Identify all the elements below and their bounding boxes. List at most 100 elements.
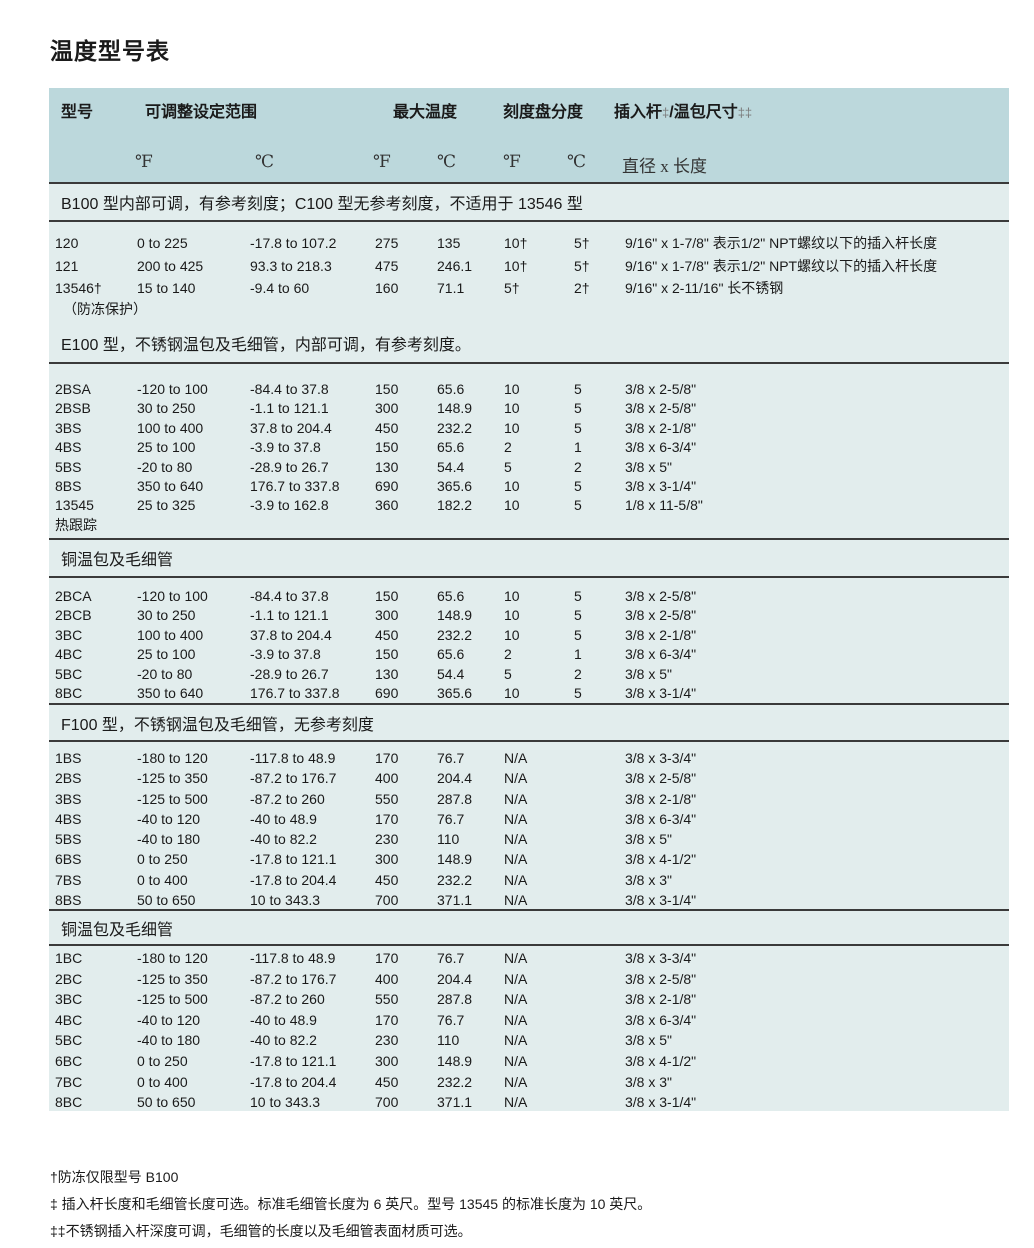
cell-model: 7BC xyxy=(55,1073,83,1090)
cell-range-c: -17.8 to 107.2 xyxy=(250,235,337,251)
cell-model: 4BC xyxy=(55,1011,83,1028)
cell-range-f: -125 to 500 xyxy=(137,991,208,1008)
cell-size: 9/16" x 1-7/8" 表示1/2" NPT螺纹以下的插入杆长度 xyxy=(625,235,938,251)
section-heading: E100 型，不锈钢温包及毛细管，内部可调，有参考刻度。 xyxy=(49,324,1009,364)
cell-max-f: 360 xyxy=(375,497,399,514)
cell-max-c: 232.2 xyxy=(437,419,473,436)
cell-model: 1BC xyxy=(55,950,83,966)
cell-range-c: -17.8 to 204.4 xyxy=(250,1073,337,1090)
cell-model: 5BS xyxy=(55,458,82,475)
header-size: 插入杆‡/温包尺寸‡‡ xyxy=(614,98,752,122)
cell-range-c: -117.8 to 48.9 xyxy=(250,950,336,966)
cell-dial-c: 5 xyxy=(574,497,582,514)
table-row: 1BS -180 to 120 -117.8 to 48.9 170 76.7 N/A 3/… xyxy=(49,748,1009,768)
cell-max-c: 65.6 xyxy=(437,588,465,604)
cell-range-c: -40 to 82.2 xyxy=(250,831,317,848)
cell-max-f: 230 xyxy=(375,1032,399,1049)
table-row: 2BSA -120 to 100 -84.4 to 37.8 150 65.6 10 5 3/… xyxy=(49,380,1009,399)
unit-range-f: ℉ xyxy=(135,152,153,171)
cell-max-c: 76.7 xyxy=(437,810,465,827)
cell-dial-c: 5 xyxy=(574,419,582,436)
cell-range-f: 0 to 250 xyxy=(137,851,188,868)
cell-max-c: 65.6 xyxy=(437,439,465,456)
cell-size: 3/8 x 4-1/2" xyxy=(625,1052,697,1069)
cell-dial-f: N/A xyxy=(504,1052,528,1069)
page-title: 温度型号表 xyxy=(50,38,170,64)
cell-range-f: 350 to 640 xyxy=(137,684,204,701)
cell-max-c: 148.9 xyxy=(437,400,473,417)
cell-dial-c: 2† xyxy=(574,280,590,296)
cell-range-c: -1.1 to 121.1 xyxy=(250,607,329,624)
cell-max-f: 690 xyxy=(375,477,399,494)
cell-range-c: -87.2 to 260 xyxy=(250,790,325,807)
cell-max-c: 76.7 xyxy=(437,1011,465,1028)
cell-max-c: 246.1 xyxy=(437,257,473,274)
cell-max-f: 230 xyxy=(375,831,399,848)
cell-range-c: -87.2 to 176.7 xyxy=(250,770,337,787)
cell-dial-f: N/A xyxy=(504,810,528,827)
cell-model: 2BCA xyxy=(55,588,92,604)
cell-size: 3/8 x 3-1/4" xyxy=(625,684,697,701)
header-size-rest: /温包尺寸 xyxy=(669,104,738,121)
cell-max-c: 110 xyxy=(437,1032,460,1049)
cell-max-f: 300 xyxy=(375,400,399,417)
cell-size: 1/8 x 11-5/8" xyxy=(625,497,703,514)
cell-dial-f: 2 xyxy=(504,439,512,456)
cell-range-f: -40 to 180 xyxy=(137,831,201,848)
table-row: 3BC 100 to 400 37.8 to 204.4 450 232.2 10 5 3/8… xyxy=(49,626,1009,645)
table-row: 13545 25 to 325 -3.9 to 162.8 360 182.2 10 5 1/… xyxy=(49,496,1009,515)
cell-dial-f: N/A xyxy=(504,790,528,807)
cell-size: 3/8 x 2-1/8" xyxy=(625,626,697,643)
cell-range-c: -17.8 to 121.1 xyxy=(250,1052,337,1069)
cell-dial-f: 10 xyxy=(504,419,520,436)
cell-range-f: 50 to 650 xyxy=(137,1094,196,1111)
cell-model: 8BC xyxy=(55,684,83,701)
cell-dial-c: 5 xyxy=(574,477,582,494)
cell-max-c: 71.1 xyxy=(437,280,465,296)
cell-size: 3/8 x 5" xyxy=(625,1032,672,1049)
cell-dial-f: 10 xyxy=(504,588,520,604)
table-row: 8BC 350 to 640 176.7 to 337.8 690 365.6 10 5 3/… xyxy=(49,684,1009,703)
cell-range-c: -9.4 to 60 xyxy=(250,280,310,296)
cell-size: 3/8 x 3" xyxy=(625,1073,672,1090)
cell-max-c: 76.7 xyxy=(437,750,465,766)
cell-range-f: 0 to 400 xyxy=(137,871,188,888)
cell-dial-f: 10 xyxy=(504,684,520,701)
cell-size: 3/8 x 5" xyxy=(625,665,672,682)
unit-dial-c: ℃ xyxy=(567,152,587,171)
cell-range-c: -87.2 to 176.7 xyxy=(250,970,337,987)
cell-model: 6BS xyxy=(55,851,82,868)
cell-range-f: 25 to 100 xyxy=(137,646,196,663)
cell-dial-f: N/A xyxy=(504,950,528,966)
cell-dial-f: N/A xyxy=(504,991,528,1008)
unit-max-f: ℉ xyxy=(373,152,391,171)
section-heading: F100 型，不锈钢温包及毛细管，无参考刻度 xyxy=(49,705,1009,742)
section-note: （防冻保护） xyxy=(63,300,147,317)
cell-range-f: -120 to 100 xyxy=(137,588,208,604)
cell-dial-f: 10† xyxy=(504,235,528,251)
cell-range-f: 30 to 250 xyxy=(137,400,196,417)
cell-max-f: 300 xyxy=(375,851,399,868)
cell-dial-f: N/A xyxy=(504,1073,528,1090)
table-row: 3BS -125 to 500 -87.2 to 260 550 287.8 N/A 3/8… xyxy=(49,789,1009,809)
cell-dial-f: N/A xyxy=(504,770,528,787)
footnote-double-double-dagger: ‡‡不锈钢插入杆深度可调，毛细管的长度以及毛细管表面材质可选。 xyxy=(50,1223,472,1239)
cell-range-c: -84.4 to 37.8 xyxy=(250,588,329,604)
table-row: 8BS 350 to 640 176.7 to 337.8 690 365.6 10 5 3/… xyxy=(49,477,1009,496)
cell-model: 3BS xyxy=(55,790,82,807)
cell-max-f: 170 xyxy=(375,950,399,966)
cell-size: 3/8 x 2-1/8" xyxy=(625,419,697,436)
table-row: 2BCB 30 to 250 -1.1 to 121.1 300 148.9 10 5 3/8… xyxy=(49,606,1009,625)
cell-max-f: 130 xyxy=(375,458,399,475)
cell-dial-c: 5 xyxy=(574,400,582,417)
cell-size: 3/8 x 6-3/4" xyxy=(625,810,697,827)
table-row: 8BS 50 to 650 10 to 343.3 700 371.1 N/A 3/8 x … xyxy=(49,890,1009,910)
cell-range-f: -180 to 120 xyxy=(137,950,208,966)
cell-range-f: 50 to 650 xyxy=(137,892,196,909)
cell-dial-f: 10† xyxy=(504,257,528,274)
table-row: 13546† 15 to 140 -9.4 to 60 160 71.1 5† 2† 9/16… xyxy=(49,277,1009,300)
cell-model: 8BS xyxy=(55,892,82,909)
cell-range-c: -117.8 to 48.9 xyxy=(250,750,336,766)
table-row: 121 200 to 425 93.3 to 218.3 475 246.1 10† 5† 9… xyxy=(49,255,1009,278)
unit-max-c: ℃ xyxy=(437,152,457,171)
